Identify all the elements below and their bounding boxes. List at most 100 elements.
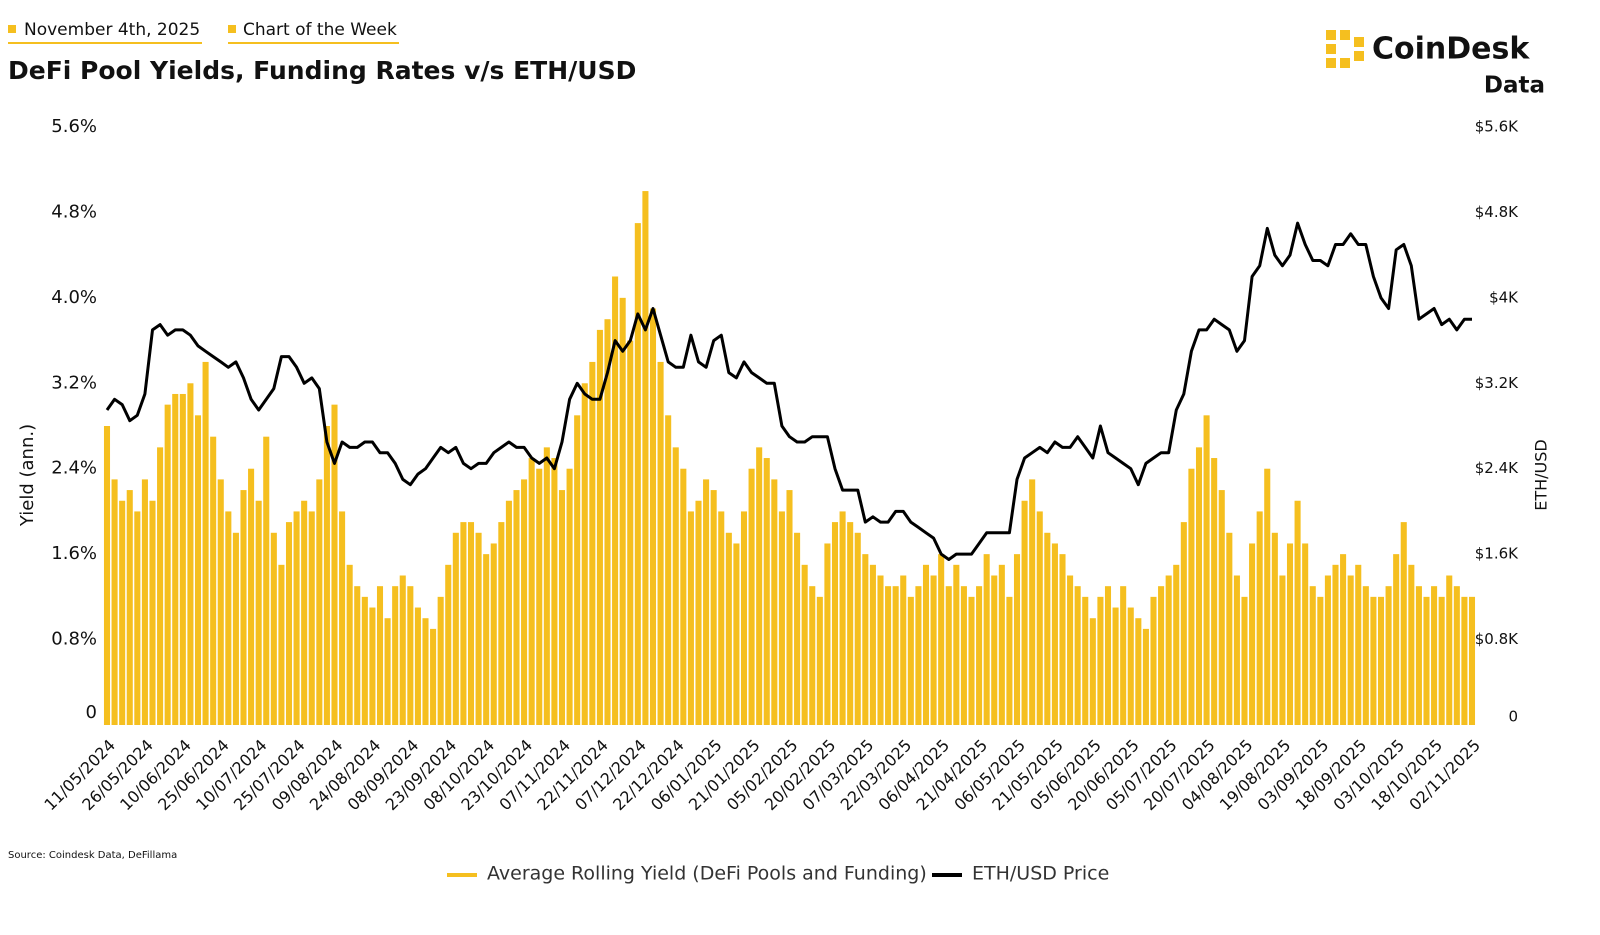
bar xyxy=(725,532,732,725)
bar xyxy=(983,554,990,725)
bar xyxy=(164,404,171,725)
bar xyxy=(270,532,277,725)
bar xyxy=(308,511,315,725)
bar xyxy=(1340,554,1347,725)
bar xyxy=(293,511,300,725)
bar xyxy=(930,575,937,725)
bar xyxy=(710,490,717,725)
bar xyxy=(1468,596,1476,725)
bar xyxy=(1332,564,1339,725)
bar xyxy=(202,361,209,725)
bar xyxy=(498,522,505,725)
y-tick-label: 4.0% xyxy=(51,287,97,308)
bar xyxy=(824,543,831,725)
bar xyxy=(619,297,626,725)
bar xyxy=(922,564,930,725)
bar xyxy=(1241,596,1248,725)
bar xyxy=(551,458,558,725)
bar xyxy=(339,511,346,725)
bar xyxy=(862,554,869,725)
bar xyxy=(354,586,361,725)
bar xyxy=(809,586,816,725)
bar xyxy=(596,329,603,725)
header-tag: Chart of the Week xyxy=(243,20,397,40)
bar xyxy=(407,586,414,725)
bar xyxy=(1082,596,1089,725)
source-note: Source: Coindesk Data, DeFillama xyxy=(8,850,177,861)
bar xyxy=(1226,532,1233,725)
bar xyxy=(1271,532,1278,725)
bar xyxy=(490,543,497,725)
bar xyxy=(323,426,330,725)
bar xyxy=(907,596,914,725)
bar xyxy=(1423,596,1430,725)
bar xyxy=(536,468,543,725)
y-tick-label: 1.6% xyxy=(51,543,97,564)
bar xyxy=(179,393,186,725)
bar xyxy=(1385,586,1392,725)
bar xyxy=(756,447,763,725)
bar xyxy=(1431,586,1438,725)
bar xyxy=(194,415,202,725)
bar xyxy=(1158,586,1165,725)
bar xyxy=(452,532,459,725)
bar xyxy=(1408,564,1415,725)
bar xyxy=(149,500,156,725)
bar xyxy=(331,404,338,725)
bar xyxy=(558,490,566,725)
bar xyxy=(1461,596,1468,725)
y2-axis-label: ETH/USD xyxy=(1532,439,1551,511)
bar xyxy=(1377,596,1385,725)
bar xyxy=(763,458,770,725)
bar xyxy=(733,543,740,725)
y-tick-label: 3.2% xyxy=(51,372,97,393)
bar xyxy=(126,490,133,725)
bar xyxy=(467,522,475,725)
bar xyxy=(111,479,118,725)
bar xyxy=(1173,564,1180,725)
bar xyxy=(528,458,535,725)
price-line xyxy=(105,221,1472,561)
bar xyxy=(877,575,884,725)
bar xyxy=(278,564,285,725)
bar xyxy=(543,447,550,725)
bar xyxy=(422,618,429,725)
bar xyxy=(604,319,611,725)
bar xyxy=(657,361,664,725)
bar xyxy=(445,564,452,725)
y2-tick-label: $1.6K xyxy=(1475,545,1519,563)
bar xyxy=(430,628,437,725)
bar xyxy=(1362,586,1369,725)
bar xyxy=(839,511,846,725)
bar xyxy=(399,575,406,725)
bar xyxy=(1089,618,1096,725)
bar xyxy=(589,361,596,725)
bar xyxy=(1415,586,1422,725)
bar xyxy=(1347,575,1354,725)
y2-tick-label: $0.8K xyxy=(1475,630,1519,648)
bar xyxy=(1218,490,1225,725)
bar xyxy=(1302,543,1309,725)
bar xyxy=(521,479,528,725)
chart-title: DeFi Pool Yields, Funding Rates v/s ETH/… xyxy=(8,56,636,85)
bar xyxy=(998,564,1005,725)
header-marker xyxy=(8,25,16,33)
bar xyxy=(1438,596,1445,725)
bar xyxy=(505,500,512,725)
bar xyxy=(1294,500,1301,725)
bar xyxy=(892,586,899,725)
bar xyxy=(1188,468,1195,725)
bar xyxy=(1249,543,1256,725)
bar xyxy=(968,596,975,725)
bar xyxy=(414,607,421,725)
bar xyxy=(831,522,839,725)
bar xyxy=(392,586,399,725)
bar xyxy=(1309,586,1316,725)
logo-text: CoinDesk xyxy=(1372,32,1530,67)
y-tick-label: 5.6% xyxy=(51,116,97,137)
bar xyxy=(1393,554,1400,725)
bar xyxy=(248,468,255,725)
bar xyxy=(612,276,619,725)
bar xyxy=(1044,532,1051,725)
bar xyxy=(301,500,308,725)
